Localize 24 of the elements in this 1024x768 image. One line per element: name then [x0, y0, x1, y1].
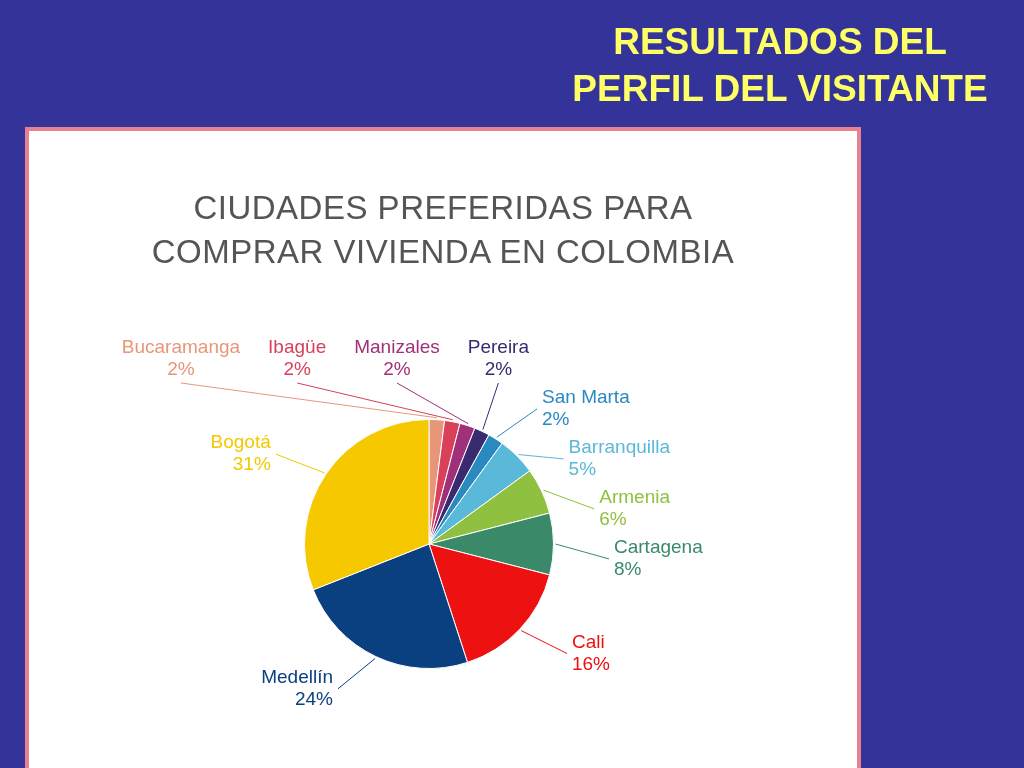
data-label: 2% — [542, 408, 570, 430]
data-label: 2% — [383, 358, 411, 380]
slice-label: Pereira — [467, 336, 530, 358]
slice-label: Barranquilla — [568, 436, 671, 458]
data-label: 2% — [167, 358, 195, 380]
slice-label: San Marta — [542, 386, 631, 408]
text: RESULTADOS DEL PERFIL DEL VISITANTE — [571, 20, 989, 111]
data-label: 6% — [599, 508, 627, 530]
slice-label: Ibagüe — [268, 336, 327, 358]
slice-label: Cartagena — [614, 536, 704, 558]
data-label: 24% — [294, 688, 334, 710]
data-label: 5% — [568, 458, 597, 480]
chart-subtitle: CIUDADES PREFERIDAS PARA COMPRAR VIVIENDA EN COLOMBIA — [150, 188, 736, 272]
data-label: 2% — [484, 358, 513, 380]
slice-label: Bucaramanga — [121, 336, 241, 358]
data-label: 16% — [571, 652, 611, 674]
data-label: 8% — [614, 558, 642, 580]
slice-label: Cali — [571, 630, 605, 652]
slice-label: Manizales — [354, 336, 440, 358]
slice-label: Medellín — [261, 666, 333, 688]
data-label: 31% — [232, 453, 271, 475]
slice-label: Armenia — [599, 486, 671, 508]
slice-label: Bogotá — [210, 431, 272, 453]
data-label: 2% — [283, 358, 311, 380]
